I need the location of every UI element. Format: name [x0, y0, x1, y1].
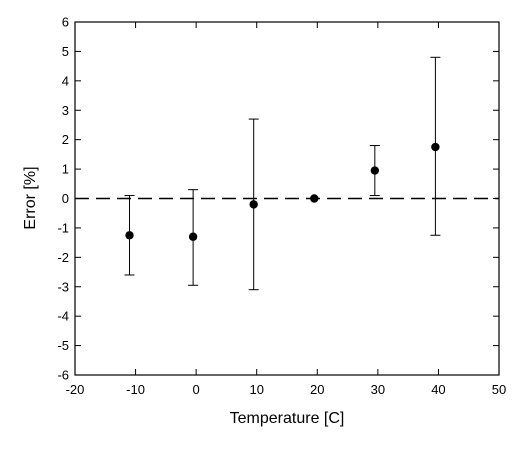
data-point	[249, 200, 258, 209]
y-tick-label: 1	[62, 162, 69, 177]
error-bars	[124, 56, 441, 291]
x-tick-label: 10	[249, 382, 263, 397]
data-points	[125, 142, 440, 241]
data-point	[310, 194, 319, 203]
y-tick-label: 5	[62, 44, 69, 59]
y-tick-label: -2	[57, 250, 69, 265]
data-point	[188, 232, 198, 241]
y-tick-label: 2	[62, 132, 69, 147]
y-tick-label: -3	[57, 279, 69, 294]
data-point	[431, 142, 440, 152]
y-axis: 6 5 4 3 2 1 0 -1 -2 -3 -4 -5 -6	[57, 15, 499, 383]
y-tick-label: 3	[62, 103, 69, 118]
y-tick-label: -6	[57, 368, 69, 383]
x-axis-label: Temperature [C]	[230, 410, 345, 427]
x-axis: -20 -10 0 10 20 30 40 50	[66, 22, 506, 397]
x-tick-label: 30	[371, 382, 385, 397]
x-tick-label: -10	[126, 382, 145, 397]
y-tick-label: -1	[57, 220, 69, 235]
x-tick-label: 50	[492, 382, 506, 397]
y-axis-label: Error [%]	[22, 166, 39, 229]
y-tick-label: -5	[57, 338, 69, 353]
x-tick-label: 0	[193, 382, 200, 397]
data-point	[125, 231, 134, 240]
y-tick-label: 4	[62, 73, 69, 88]
x-tick-label: 40	[431, 382, 445, 397]
x-tick-label: -20	[66, 382, 85, 397]
x-tick-label: 20	[310, 382, 324, 397]
y-tick-label: 6	[62, 15, 69, 30]
y-tick-label: -4	[57, 309, 69, 324]
y-tick-label: 0	[62, 191, 69, 206]
data-point	[370, 166, 380, 175]
